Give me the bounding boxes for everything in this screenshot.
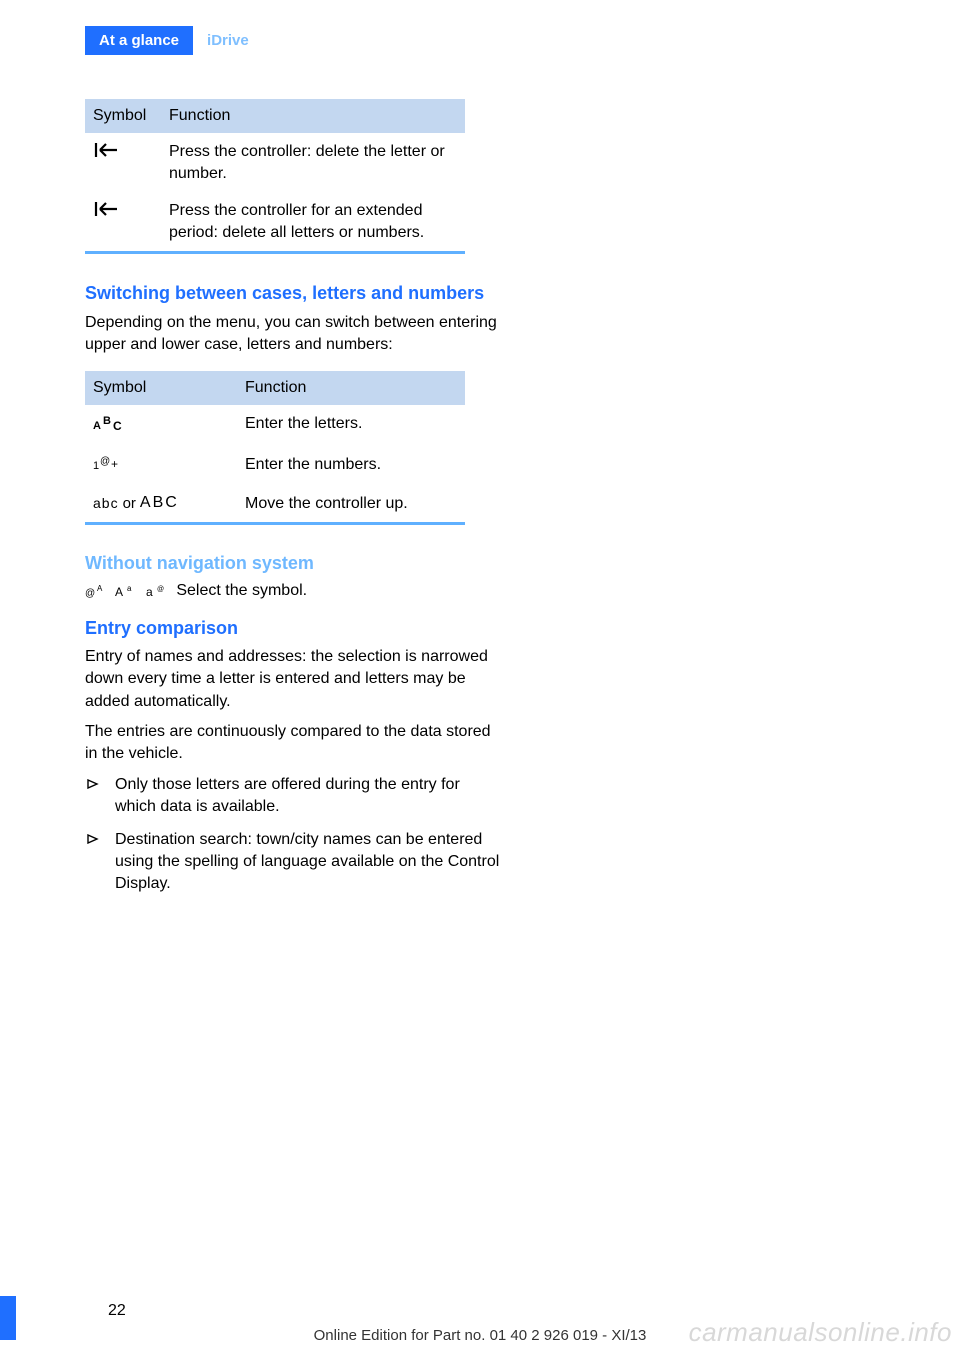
table-row: A B C Enter the letters. [85, 405, 465, 446]
symbol-a-a-icon: A a [115, 583, 137, 599]
bullet-marker-icon [87, 774, 115, 819]
svg-text:@: @ [157, 586, 164, 593]
table-cell-function: Press the controller for an extended per… [169, 192, 465, 251]
symbol-a-at-icon: a @ [146, 583, 168, 599]
svg-text:+: + [111, 457, 118, 471]
svg-text:A: A [93, 420, 101, 432]
table-header-function: Function [169, 99, 465, 133]
table-row: Symbol Function [85, 371, 465, 405]
letters-icon: A B C [85, 405, 245, 446]
abc-toggle-icon: abc or ABC [85, 485, 245, 523]
table-cell-function: Enter the letters. [245, 405, 465, 446]
table-case-functions: Symbol Function A B C Enter the letters.… [85, 371, 465, 526]
or-text: or [119, 495, 140, 512]
select-symbol-text: Select the symbol. [176, 582, 307, 599]
bullet-text: Only those letters are offered during th… [115, 774, 505, 819]
para-switching-intro: Depending on the menu, you can switch be… [85, 312, 505, 357]
heading-without-nav: Without navigation system [85, 553, 505, 574]
svg-text:A: A [97, 584, 103, 593]
tab-idrive: iDrive [193, 26, 263, 55]
symbol-at-a-icon: @ A [85, 583, 107, 599]
delete-char-icon [85, 133, 169, 192]
table-header-function: Function [245, 371, 465, 405]
table-row: Symbol Function [85, 99, 465, 133]
abc-lower-icon: abc [93, 495, 119, 511]
svg-text:A: A [115, 585, 123, 599]
header-tabs: At a glance iDrive [85, 26, 505, 55]
svg-text:@: @ [100, 456, 110, 467]
bullet-list: Only those letters are offered during th… [87, 774, 505, 896]
svg-text:1: 1 [93, 460, 99, 472]
delete-all-icon [85, 192, 169, 251]
para-select-symbol: @ A A a a @ Select the symbol. [85, 580, 505, 602]
page-number: 22 [108, 1302, 126, 1320]
table-row: abc or ABC Move the controller up. [85, 485, 465, 523]
table-header-symbol: Symbol [85, 99, 169, 133]
page-content: At a glance iDrive Symbol Function Press… [85, 26, 505, 906]
watermark: carmanualsonline.info [689, 1317, 952, 1348]
list-item: Destination search: town/city names can … [87, 829, 505, 896]
svg-text:@: @ [85, 588, 95, 599]
table-delete-functions: Symbol Function Press the controller: de… [85, 99, 465, 254]
para-entry-2: The entries are continuously compared to… [85, 721, 505, 766]
svg-text:C: C [113, 419, 122, 433]
abc-upper-icon: ABC [140, 494, 179, 512]
bullet-text: Destination search: town/city names can … [115, 829, 505, 896]
table-header-symbol: Symbol [85, 371, 245, 405]
svg-text:a: a [146, 585, 153, 599]
numbers-icon: 1 @ + [85, 446, 245, 485]
table-row: Press the controller: delete the let­ter… [85, 133, 465, 192]
table-cell-function: Enter the numbers. [245, 446, 465, 485]
heading-entry-comparison: Entry comparison [85, 617, 505, 640]
table-row: Press the controller for an extended per… [85, 192, 465, 251]
table-row: 1 @ + Enter the numbers. [85, 446, 465, 485]
bullet-marker-icon [87, 829, 115, 896]
svg-text:a: a [127, 584, 132, 593]
tab-at-a-glance: At a glance [85, 26, 193, 55]
heading-switching: Switching between cases, letters and num… [85, 282, 505, 305]
list-item: Only those letters are offered during th… [87, 774, 505, 819]
para-entry-1: Entry of names and addresses: the select… [85, 646, 505, 713]
svg-text:B: B [103, 415, 111, 427]
table-cell-function: Move the controller up. [245, 485, 465, 523]
table-cell-function: Press the controller: delete the let­ter… [169, 133, 465, 192]
